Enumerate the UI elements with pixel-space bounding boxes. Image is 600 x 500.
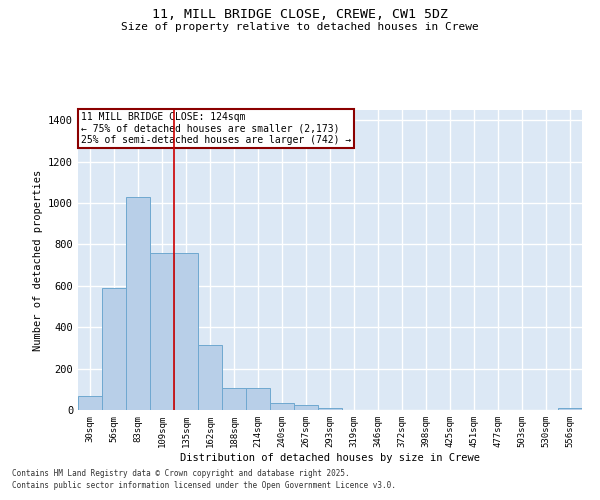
Bar <box>174 253 198 410</box>
Bar <box>222 388 246 410</box>
Bar <box>198 345 222 410</box>
Bar <box>558 408 582 410</box>
Bar <box>78 396 102 410</box>
Bar <box>246 388 270 410</box>
Text: Contains HM Land Registry data © Crown copyright and database right 2025.: Contains HM Land Registry data © Crown c… <box>12 468 350 477</box>
Text: 11 MILL BRIDGE CLOSE: 124sqm
← 75% of detached houses are smaller (2,173)
25% of: 11 MILL BRIDGE CLOSE: 124sqm ← 75% of de… <box>80 112 351 144</box>
Bar <box>126 197 150 410</box>
Bar <box>294 405 318 410</box>
X-axis label: Distribution of detached houses by size in Crewe: Distribution of detached houses by size … <box>180 452 480 462</box>
Y-axis label: Number of detached properties: Number of detached properties <box>32 170 43 350</box>
Text: Size of property relative to detached houses in Crewe: Size of property relative to detached ho… <box>121 22 479 32</box>
Text: Contains public sector information licensed under the Open Government Licence v3: Contains public sector information licen… <box>12 481 396 490</box>
Bar <box>102 288 126 410</box>
Bar <box>150 253 174 410</box>
Text: 11, MILL BRIDGE CLOSE, CREWE, CW1 5DZ: 11, MILL BRIDGE CLOSE, CREWE, CW1 5DZ <box>152 8 448 20</box>
Bar <box>270 403 294 410</box>
Bar <box>318 408 342 410</box>
